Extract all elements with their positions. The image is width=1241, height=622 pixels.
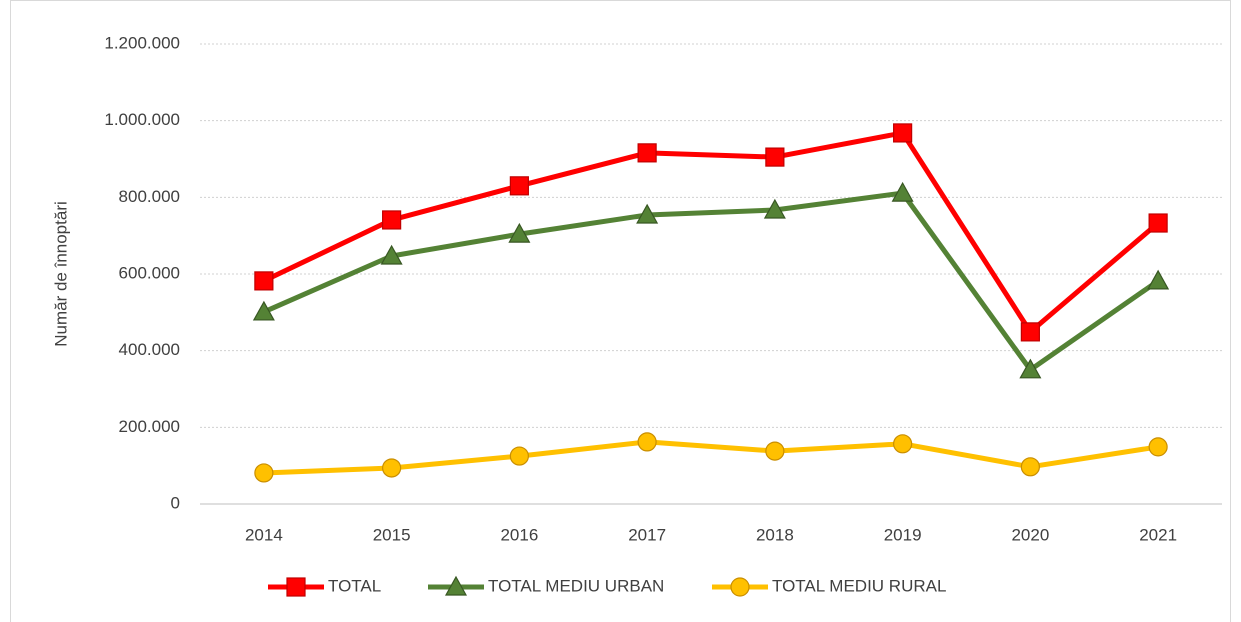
y-tick-label: 600.000	[119, 263, 180, 282]
x-tick-label: 2017	[628, 525, 666, 544]
chart-frame	[10, 0, 1231, 622]
legend-marker	[286, 577, 306, 597]
data-point	[1019, 358, 1042, 379]
x-tick-label: 2020	[1011, 525, 1049, 544]
data-point	[893, 434, 913, 454]
legend-label: TOTAL	[328, 576, 381, 595]
legend-marker	[730, 577, 750, 597]
data-point	[891, 181, 914, 202]
data-point	[1020, 457, 1040, 477]
legend-marker	[444, 575, 468, 596]
data-point	[509, 176, 529, 196]
data-point	[893, 123, 913, 143]
x-tick-label: 2021	[1139, 525, 1177, 544]
y-tick-label: 0	[171, 493, 180, 512]
y-tick-label: 800.000	[119, 187, 180, 206]
data-point	[1148, 437, 1168, 457]
data-point	[765, 441, 785, 461]
y-tick-label: 400.000	[119, 340, 180, 359]
data-point	[254, 271, 274, 291]
series-line	[263, 439, 1159, 476]
data-point	[380, 244, 403, 265]
series-line	[262, 190, 1160, 373]
x-tick-label: 2015	[373, 525, 411, 544]
series-line	[262, 130, 1160, 335]
data-point	[382, 458, 402, 478]
y-axis-label: Număr de înnoptări	[51, 201, 70, 347]
x-tick-label: 2016	[500, 525, 538, 544]
data-point	[637, 432, 657, 452]
data-point	[509, 446, 529, 466]
x-tick-label: 2014	[245, 525, 283, 544]
y-tick-label: 200.000	[119, 417, 180, 436]
data-point	[508, 222, 531, 243]
y-tick-label: 1.200.000	[104, 33, 180, 52]
data-point	[763, 198, 786, 219]
y-tick-label: 1.000.000	[104, 110, 180, 129]
data-point	[254, 463, 274, 483]
data-point	[1147, 269, 1170, 290]
legend-label: TOTAL MEDIU URBAN	[488, 576, 664, 595]
data-point	[1148, 213, 1168, 233]
data-point	[1020, 322, 1040, 342]
data-point	[252, 300, 275, 321]
legend-label: TOTAL MEDIU RURAL	[772, 576, 946, 595]
x-tick-label: 2019	[884, 525, 922, 544]
data-point	[637, 143, 657, 163]
data-point	[636, 203, 659, 224]
data-point	[765, 147, 785, 167]
data-point	[382, 210, 402, 230]
x-tick-label: 2018	[756, 525, 794, 544]
